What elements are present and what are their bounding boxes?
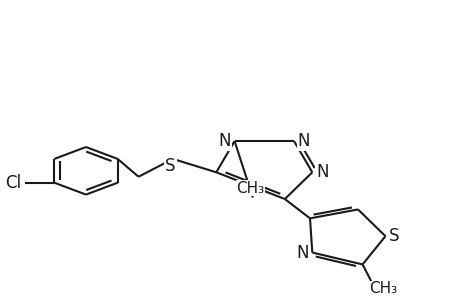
Text: N: N [295, 244, 308, 262]
Text: N: N [315, 163, 328, 181]
Text: CH₃: CH₃ [236, 181, 264, 196]
Text: N: N [218, 132, 230, 150]
Text: S: S [165, 157, 175, 175]
Text: CH₃: CH₃ [368, 281, 397, 296]
Text: Cl: Cl [5, 174, 21, 192]
Text: S: S [387, 227, 398, 245]
Text: N: N [297, 132, 310, 150]
